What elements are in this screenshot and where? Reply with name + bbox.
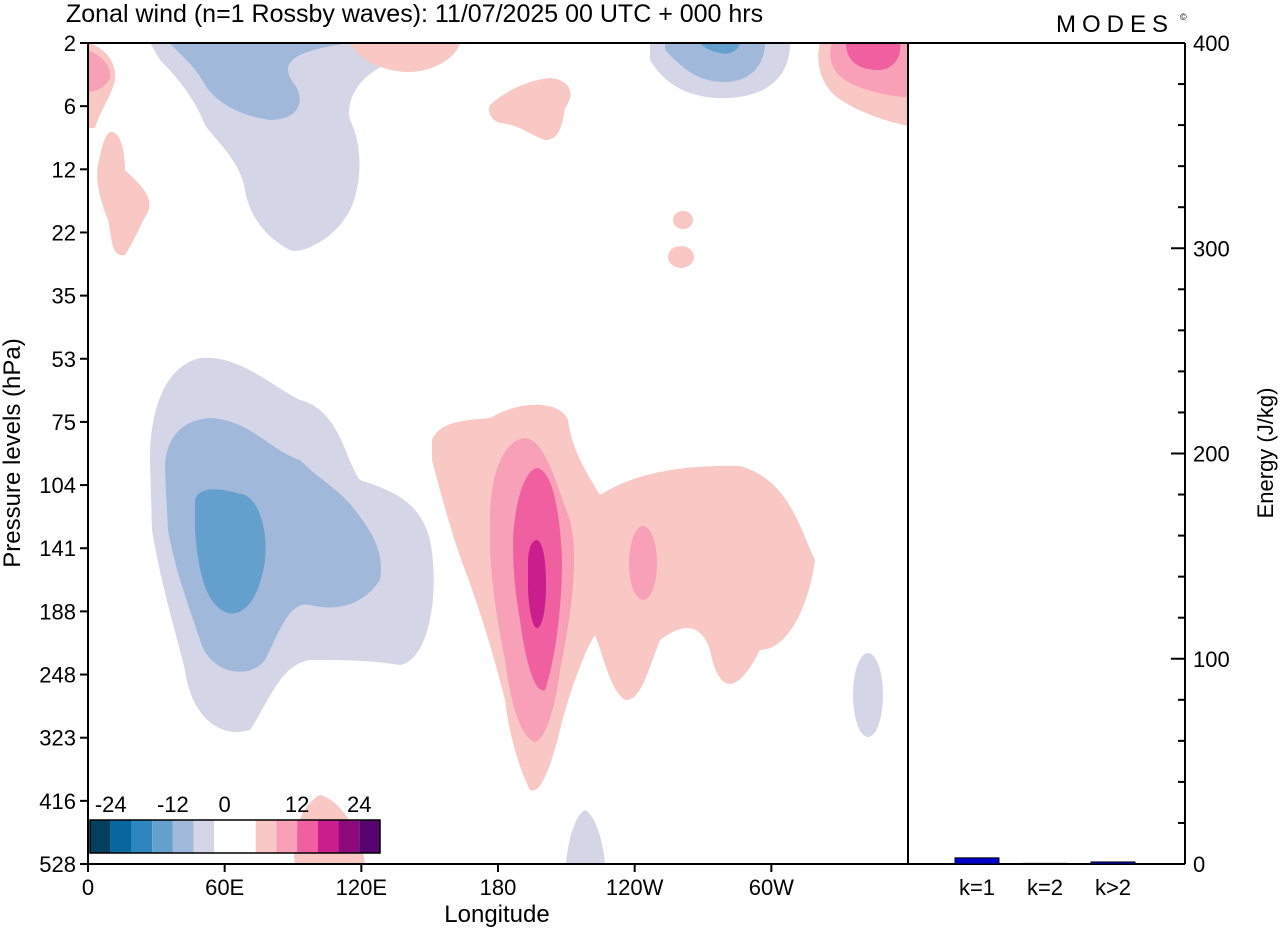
- energy-bar: [1090, 861, 1136, 865]
- brand-name: MODES: [1056, 11, 1174, 38]
- longitude-tick-label: 180: [480, 875, 517, 900]
- brand-logo: MODES ©: [1056, 11, 1187, 38]
- colorbar-label: -12: [157, 792, 189, 817]
- energy-axis: 0 100 200 300 400: [1171, 31, 1230, 877]
- energy-tick-label: 100: [1193, 647, 1230, 672]
- pressure-tick-label: 323: [39, 726, 76, 751]
- pressure-axis: 2 6 12 22 35 53 75 104 141 188 248 323 416 528: [39, 31, 88, 877]
- energy-category-label: k>2: [1095, 875, 1131, 900]
- pressure-tick-label: 248: [39, 663, 76, 688]
- colorbar-swatch: [317, 820, 339, 853]
- y-axis-label: Pressure levels (hPa): [0, 338, 26, 567]
- chart-title: Zonal wind (n=1 Rossby waves): 11/07/202…: [66, 0, 763, 28]
- energy-tick-label: 400: [1193, 31, 1230, 56]
- pressure-tick-label: 141: [39, 536, 76, 561]
- pressure-tick-label: 528: [39, 852, 76, 877]
- colorbar-swatch: [193, 820, 215, 853]
- x-axis-label: Longitude: [444, 901, 549, 928]
- colorbar-swatch: [131, 820, 153, 853]
- colorbar-swatch: [152, 820, 173, 853]
- longitude-tick-label: 0: [82, 875, 94, 900]
- colorbar-swatch: [172, 820, 194, 853]
- pressure-tick-label: 35: [52, 284, 76, 309]
- energy-tick-label: 200: [1193, 442, 1230, 467]
- pressure-tick-label: 22: [52, 220, 76, 245]
- colorbar-swatch: [297, 820, 318, 853]
- pressure-tick-label: 416: [39, 789, 76, 814]
- energy-axis-label: Energy (J/kg): [1253, 388, 1278, 519]
- energy-bar: [954, 857, 1000, 865]
- energy-category-label: k=2: [1027, 875, 1063, 900]
- pressure-tick-label: 188: [39, 599, 76, 624]
- colorbar-swatch: [214, 820, 235, 853]
- longitude-tick-label: 60E: [205, 875, 244, 900]
- colorbar-label: 24: [347, 792, 371, 817]
- colorbar-swatch: [255, 820, 277, 853]
- colorbar-label: -24: [95, 792, 127, 817]
- colorbar-label: 0: [219, 792, 231, 817]
- positive-wind-jet-near-dateline: [432, 404, 815, 791]
- colorbar-swatch: [338, 820, 360, 853]
- colorbar-swatch: [276, 820, 298, 853]
- longitude-tick-label: 60W: [749, 875, 794, 900]
- brand-mark: ©: [1180, 12, 1187, 22]
- energy-category-label: k=1: [959, 875, 995, 900]
- colorbar-swatch: [359, 820, 380, 853]
- energy-tick-label: 0: [1193, 852, 1205, 877]
- pressure-tick-label: 75: [52, 410, 76, 435]
- energy-bars: [954, 857, 1136, 865]
- colorbar-swatch: [110, 820, 132, 853]
- negative-wind-region-upper-west: [150, 43, 450, 251]
- longitude-tick-label: 120W: [606, 875, 664, 900]
- energy-bar: [1022, 862, 1068, 865]
- pressure-tick-label: 53: [52, 347, 76, 372]
- colorbar-label: 12: [285, 792, 309, 817]
- pressure-tick-label: 6: [64, 94, 76, 119]
- colorbar-swatch: [90, 820, 111, 853]
- longitude-axis: 0 60E 120E 180 120W 60W: [82, 864, 794, 900]
- energy-tick-label: 300: [1193, 236, 1230, 261]
- pressure-tick-label: 2: [64, 31, 76, 56]
- colorbar-legend: -24 -12 0 12 24: [89, 792, 381, 854]
- colorbar-frame: [89, 819, 381, 854]
- pressure-tick-label: 104: [39, 473, 76, 498]
- contour-field: [88, 43, 908, 864]
- energy-categories: k=1 k=2 k>2: [959, 875, 1131, 900]
- colorbar-swatch: [235, 820, 256, 853]
- longitude-tick-label: 120E: [336, 875, 387, 900]
- pressure-tick-label: 12: [52, 157, 76, 182]
